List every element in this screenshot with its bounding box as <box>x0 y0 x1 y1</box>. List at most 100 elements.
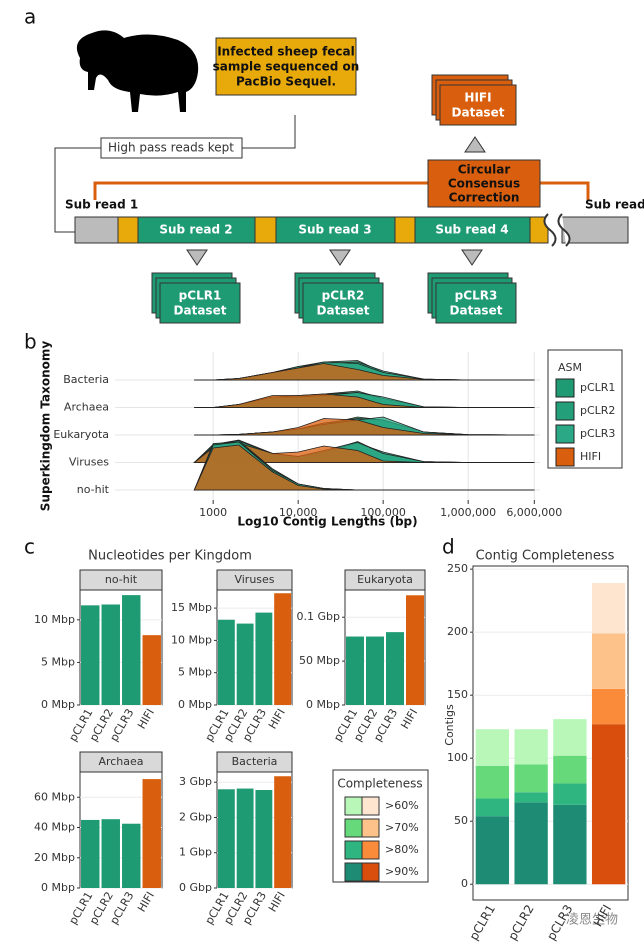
subread-label: Sub read 2 <box>159 223 232 237</box>
bar-segment <box>475 816 510 885</box>
y-tick-label: no-hit <box>77 483 110 496</box>
dataset-text: Dataset <box>174 304 227 318</box>
facet-label: Archaea <box>98 755 143 768</box>
y-tick-label: 5 Mbp <box>41 655 75 668</box>
sample-text: sample sequenced on <box>213 60 360 74</box>
ridge <box>194 393 535 408</box>
bar-segment <box>475 765 510 799</box>
y-tick-label: 40 Mbp <box>34 821 75 834</box>
ccs-text: Consensus <box>448 177 520 191</box>
y-tick-label: 0 Mbp <box>178 698 212 711</box>
y-tick-label: 10 Mbp <box>171 633 212 646</box>
sample-box <box>215 37 357 96</box>
bar-segment <box>591 633 626 689</box>
bar <box>101 819 120 888</box>
y-tick-label: 0 Mbp <box>41 881 75 894</box>
panel-label: b <box>24 330 37 354</box>
filter-box <box>100 137 243 159</box>
legend-swatch <box>361 818 380 838</box>
bar <box>386 632 404 705</box>
panel-label: c <box>24 535 35 559</box>
legend-swatch <box>555 401 575 421</box>
bar <box>122 595 141 705</box>
dataset-boxes <box>151 272 517 324</box>
legend-label: pCLR2 <box>580 404 615 417</box>
legend-label: >70% <box>385 821 419 834</box>
x-tick-label: HIFI <box>266 890 288 915</box>
sample-text: Infected sheep fecal <box>217 45 355 59</box>
bar-segment <box>514 764 548 793</box>
bar <box>346 636 364 705</box>
y-tick-label: 5 Mbp <box>178 666 212 679</box>
ridge <box>194 363 535 381</box>
y-tick-label: 1 Gbp <box>179 846 212 859</box>
dataset-text: Dataset <box>317 304 370 318</box>
facet-label: no-hit <box>105 573 138 586</box>
legend-label: HIFI <box>580 450 601 463</box>
legend-label: >80% <box>385 843 419 856</box>
legend-title: ASM <box>558 361 582 374</box>
arrows <box>186 249 483 266</box>
legend-swatch <box>344 818 363 838</box>
y-tick-label: 10 Mbp <box>34 613 75 626</box>
y-tick-label: Archaea <box>64 401 109 414</box>
y-tick-label: 150 <box>447 688 468 701</box>
bar-segment <box>514 729 548 765</box>
bar <box>142 635 161 705</box>
bar <box>122 823 141 888</box>
hifi-box <box>439 84 517 126</box>
x-tick-label: HIFI <box>135 707 157 732</box>
arrow <box>464 136 486 153</box>
subread-label: Sub read 1 <box>65 198 138 212</box>
y-axis-title: Superkingdom Taxonomy <box>39 341 53 512</box>
legend-swatch <box>344 840 363 860</box>
y-tick-label: 0 <box>461 877 468 890</box>
panel-label: a <box>24 5 36 29</box>
y-tick-label: 2 Gbp <box>179 810 212 823</box>
bar <box>255 789 273 888</box>
bar <box>217 789 235 888</box>
y-tick-label: 0 Gbp <box>179 881 212 894</box>
hifi-text: Dataset <box>452 106 505 120</box>
y-tick-label: 200 <box>447 625 468 638</box>
y-tick-label: 100 <box>447 751 468 764</box>
x-tick-label: 100,000 <box>360 506 406 519</box>
x-tick-label: 6,000,000 <box>506 506 562 519</box>
bar <box>101 604 120 705</box>
legend-label: >90% <box>385 865 419 878</box>
dataset-text: pCLR3 <box>455 289 498 303</box>
y-tick-label: 0.1 Gbp <box>297 610 340 623</box>
ccs-box <box>427 159 541 208</box>
bar-segment <box>553 719 587 756</box>
bar <box>274 776 292 888</box>
dataset-text: pCLR1 <box>179 289 222 303</box>
bar <box>142 779 161 888</box>
x-tick-label: 1,000,000 <box>440 506 496 519</box>
bar <box>236 788 254 888</box>
ccs-text: Circular <box>458 163 511 177</box>
chart-title: Contig Completeness <box>476 549 615 564</box>
ridge <box>194 418 535 436</box>
legend-swatch <box>361 796 380 816</box>
facet-label: Bacteria <box>232 755 278 768</box>
bracket <box>93 181 590 200</box>
chart-title: Nucleotides per Kingdom <box>88 549 252 564</box>
x-tick-label: HIFI <box>266 707 288 732</box>
dataset-text: Dataset <box>450 304 503 318</box>
y-tick-label: 0 Mbp <box>41 698 75 711</box>
y-tick-label: 15 Mbp <box>171 601 212 614</box>
legend-swatch <box>361 862 380 882</box>
subread-label: Sub read 3 <box>298 223 371 237</box>
legend-label: pCLR3 <box>580 427 615 440</box>
legend-title: Completeness <box>337 777 422 791</box>
bar-segment <box>591 688 626 725</box>
bar <box>406 595 424 705</box>
bar <box>255 612 273 705</box>
sheep-icon <box>76 30 199 113</box>
bar-segment <box>514 802 548 885</box>
x-tick-label: HIFI <box>135 890 157 915</box>
bar-segment <box>553 804 587 885</box>
legend-swatch <box>344 862 363 882</box>
y-tick-label: 250 <box>447 562 468 575</box>
subread-label: Sub read N <box>585 198 644 212</box>
